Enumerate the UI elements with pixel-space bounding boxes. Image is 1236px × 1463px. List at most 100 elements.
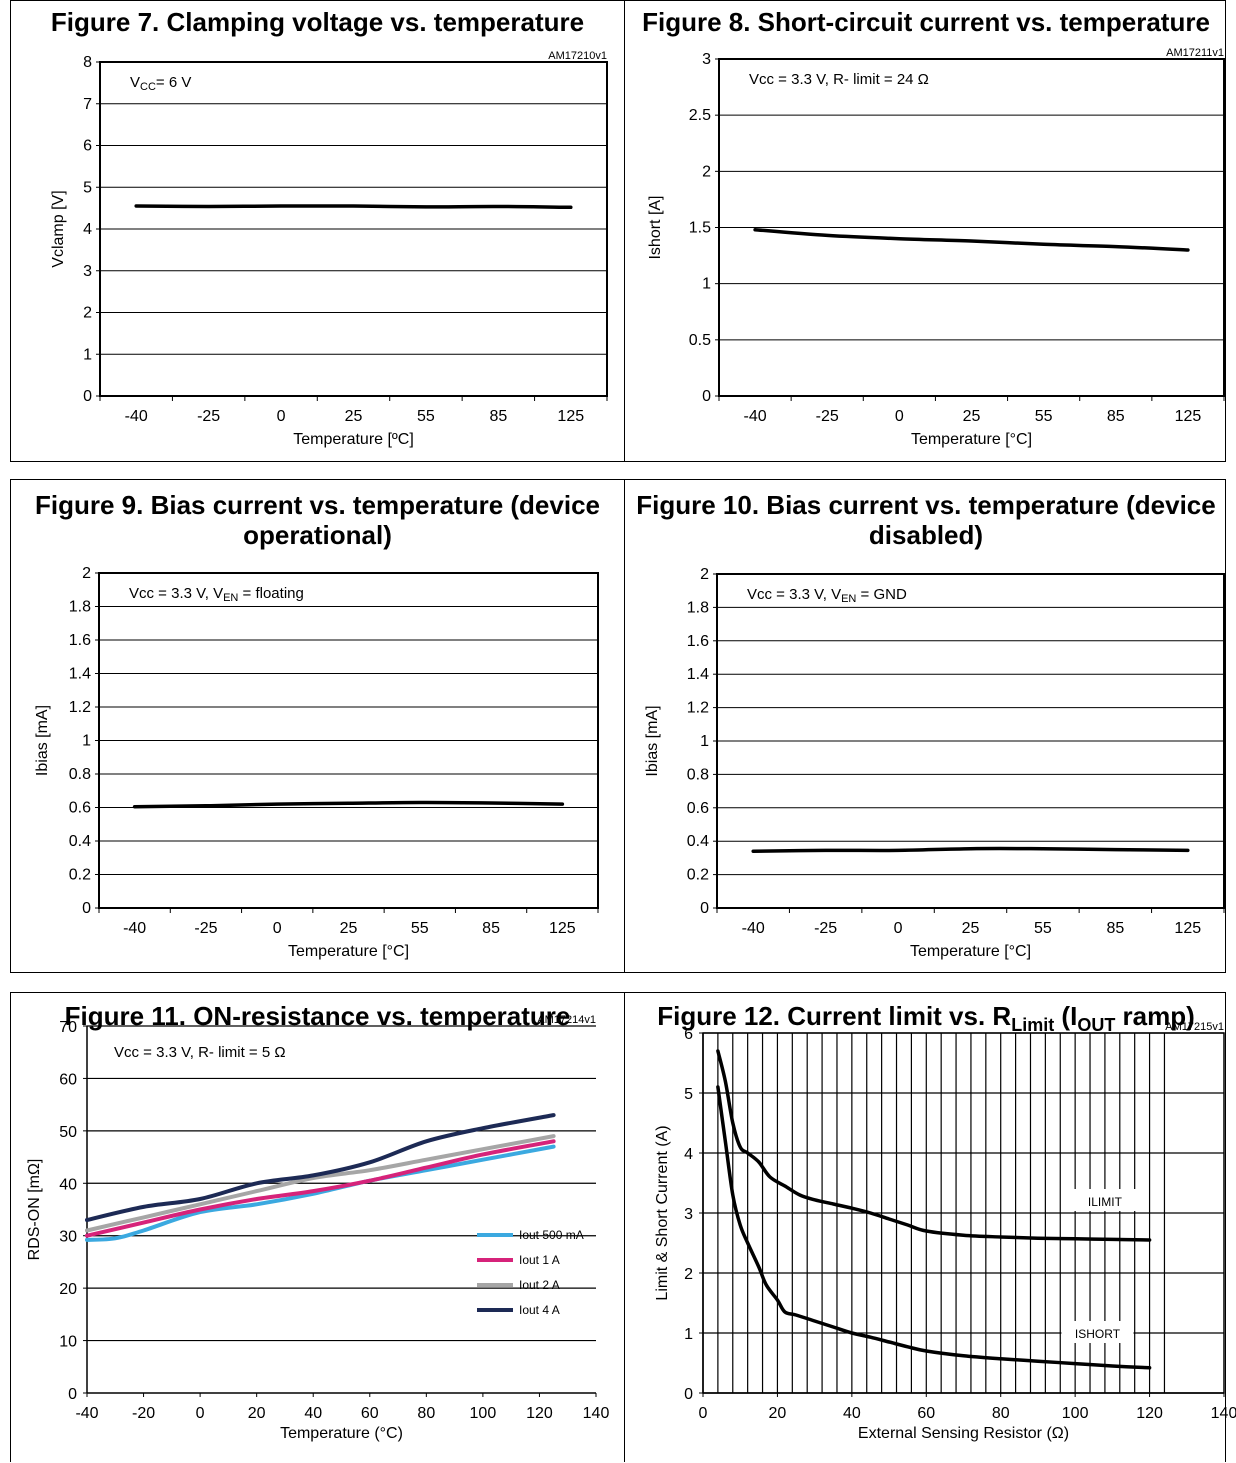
series-line bbox=[753, 849, 1188, 852]
x-tick-label: 125 bbox=[1174, 920, 1201, 937]
x-tick-label: 0 bbox=[699, 1405, 708, 1422]
y-tick-label: 1.5 bbox=[689, 220, 711, 237]
x-tick-label: 140 bbox=[1211, 1405, 1236, 1422]
annotation: Vcc = 3.3 V, R- limit = 5 Ω bbox=[114, 1044, 286, 1061]
y-tick-label: 1.6 bbox=[687, 633, 709, 650]
y-tick-label: 1.2 bbox=[687, 700, 709, 717]
y-tick-label: 1.2 bbox=[69, 699, 91, 716]
y-tick-label: 8 bbox=[83, 54, 92, 71]
annotation-part: = floating bbox=[238, 585, 303, 602]
x-tick-label: 25 bbox=[340, 920, 358, 937]
figure-row-1: Figure 7. Clamping voltage vs. temperatu… bbox=[10, 0, 1226, 462]
y-tick-label: 6 bbox=[83, 138, 92, 155]
y-tick-label: 1 bbox=[702, 276, 711, 293]
y-tick-label: 1.4 bbox=[69, 666, 91, 683]
annotation-part: Vcc = 3.3 V, R- limit = 24 Ω bbox=[749, 71, 929, 88]
annotation-part: CC bbox=[140, 81, 156, 93]
y-tick-label: 4 bbox=[684, 1146, 693, 1163]
y-axis-label: Ishort [A] bbox=[647, 195, 664, 259]
y-tick-label: 0 bbox=[68, 1386, 77, 1403]
legend-label: Iout 1 A bbox=[519, 1253, 560, 1267]
annotation-part: V bbox=[130, 74, 140, 91]
x-tick-label: -40 bbox=[744, 408, 767, 425]
figure-row-3: Figure 11. ON-resistance vs. temperature… bbox=[10, 992, 1226, 1462]
x-tick-label: 100 bbox=[470, 1405, 497, 1422]
y-tick-label: 30 bbox=[59, 1229, 77, 1246]
y-tick-label: 6 bbox=[684, 1026, 693, 1043]
series-line bbox=[755, 230, 1188, 250]
y-tick-label: 0.8 bbox=[69, 766, 91, 783]
y-tick-label: 0 bbox=[82, 900, 91, 917]
x-tick-label: 125 bbox=[1175, 408, 1202, 425]
x-tick-label: -25 bbox=[816, 408, 839, 425]
y-tick-label: 1.8 bbox=[687, 599, 709, 616]
figure-id: AM17211v1 bbox=[1166, 47, 1224, 59]
x-tick-label: 55 bbox=[411, 920, 429, 937]
annotation: Vcc = 3.3 V, R- limit = 24 Ω bbox=[749, 71, 929, 88]
y-tick-label: 2.5 bbox=[689, 107, 711, 124]
x-tick-label: 20 bbox=[769, 1405, 787, 1422]
annotation: VCC= 6 V bbox=[130, 74, 191, 93]
figure-id: AM17214v1 bbox=[537, 1014, 596, 1026]
y-tick-label: 3 bbox=[684, 1206, 693, 1223]
x-tick-label: 60 bbox=[917, 1405, 935, 1422]
x-tick-label: 0 bbox=[277, 408, 286, 425]
x-tick-label: -40 bbox=[75, 1405, 98, 1422]
y-tick-label: 60 bbox=[59, 1071, 77, 1088]
x-tick-label: 20 bbox=[248, 1405, 266, 1422]
y-tick-label: 70 bbox=[59, 1019, 77, 1036]
x-tick-label: 85 bbox=[1106, 920, 1124, 937]
x-tick-label: 140 bbox=[583, 1405, 610, 1422]
x-tick-label: 120 bbox=[526, 1405, 553, 1422]
y-tick-label: 3 bbox=[83, 263, 92, 280]
y-axis-label: RDS-ON [mΩ] bbox=[26, 1159, 43, 1261]
annotation: Vcc = 3.3 V, VEN = GND bbox=[747, 586, 907, 605]
y-tick-label: 4 bbox=[83, 221, 92, 238]
figure-9-panel: Figure 9. Bias current vs. temperature (… bbox=[11, 480, 624, 972]
x-tick-label: 85 bbox=[1107, 408, 1125, 425]
y-tick-label: 1.8 bbox=[69, 599, 91, 616]
y-tick-label: 2 bbox=[83, 305, 92, 322]
y-tick-label: 10 bbox=[59, 1334, 77, 1351]
x-tick-label: 125 bbox=[557, 408, 584, 425]
y-tick-label: 0 bbox=[700, 900, 709, 917]
series-line bbox=[135, 802, 563, 806]
y-tick-label: 0.8 bbox=[687, 766, 709, 783]
y-tick-label: 0.2 bbox=[687, 867, 709, 884]
figure-id: AM17210v1 bbox=[548, 50, 607, 62]
y-tick-label: 5 bbox=[684, 1086, 693, 1103]
x-axis-label: Temperature [°C] bbox=[288, 943, 409, 960]
y-tick-label: 1 bbox=[700, 733, 709, 750]
curve-label: ISHORT bbox=[1075, 1327, 1121, 1341]
x-tick-label: 0 bbox=[894, 920, 903, 937]
annotation-part: Vcc = 3.3 V, V bbox=[747, 586, 841, 603]
x-tick-label: -40 bbox=[123, 920, 146, 937]
x-tick-label: 25 bbox=[962, 920, 980, 937]
x-tick-label: -20 bbox=[132, 1405, 155, 1422]
y-tick-label: 0.6 bbox=[687, 800, 709, 817]
y-tick-label: 0.4 bbox=[687, 833, 709, 850]
legend-label: Iout 2 A bbox=[519, 1278, 560, 1292]
y-tick-label: 5 bbox=[83, 179, 92, 196]
y-tick-label: 3 bbox=[702, 51, 711, 68]
series-line bbox=[718, 1051, 1150, 1240]
y-tick-label: 0.6 bbox=[69, 800, 91, 817]
x-tick-label: 60 bbox=[361, 1405, 379, 1422]
y-axis-label: Ibias [mA] bbox=[34, 705, 51, 776]
legend-label: Iout 4 A bbox=[519, 1303, 560, 1317]
x-axis-label: External Sensing Resistor (Ω) bbox=[858, 1425, 1069, 1442]
y-tick-label: 40 bbox=[59, 1176, 77, 1193]
annotation-part: Vcc = 3.3 V, R- limit = 5 Ω bbox=[114, 1044, 286, 1061]
y-tick-label: 0 bbox=[702, 388, 711, 405]
y-tick-label: 1 bbox=[684, 1326, 693, 1343]
annotation-part: = 6 V bbox=[156, 74, 191, 91]
y-tick-label: 0 bbox=[83, 388, 92, 405]
y-tick-label: 2 bbox=[82, 565, 91, 582]
x-tick-label: 40 bbox=[843, 1405, 861, 1422]
y-tick-label: 7 bbox=[83, 96, 92, 113]
annotation-part: Vcc = 3.3 V, V bbox=[129, 585, 223, 602]
